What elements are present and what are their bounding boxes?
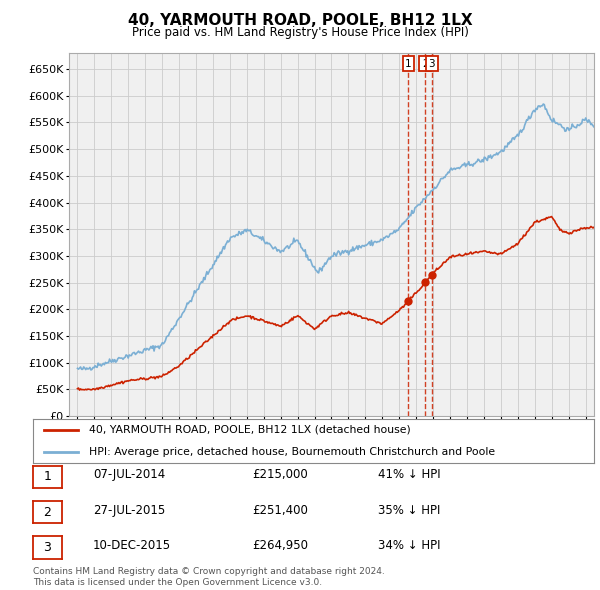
Text: 10-DEC-2015: 10-DEC-2015 <box>93 539 171 552</box>
Text: 27-JUL-2015: 27-JUL-2015 <box>93 504 165 517</box>
Text: HPI: Average price, detached house, Bournemouth Christchurch and Poole: HPI: Average price, detached house, Bour… <box>89 447 495 457</box>
Text: 35% ↓ HPI: 35% ↓ HPI <box>378 504 440 517</box>
Text: 40, YARMOUTH ROAD, POOLE, BH12 1LX (detached house): 40, YARMOUTH ROAD, POOLE, BH12 1LX (deta… <box>89 425 411 435</box>
Text: £215,000: £215,000 <box>252 468 308 481</box>
Text: 1: 1 <box>43 470 52 483</box>
Text: 41% ↓ HPI: 41% ↓ HPI <box>378 468 440 481</box>
Text: 2: 2 <box>422 59 428 69</box>
Text: 3: 3 <box>43 541 52 554</box>
Text: 3: 3 <box>428 59 435 69</box>
Text: 40, YARMOUTH ROAD, POOLE, BH12 1LX: 40, YARMOUTH ROAD, POOLE, BH12 1LX <box>128 13 472 28</box>
Text: 34% ↓ HPI: 34% ↓ HPI <box>378 539 440 552</box>
Text: 1: 1 <box>405 59 412 69</box>
Text: 2: 2 <box>43 506 52 519</box>
Text: Price paid vs. HM Land Registry's House Price Index (HPI): Price paid vs. HM Land Registry's House … <box>131 26 469 39</box>
Text: £264,950: £264,950 <box>252 539 308 552</box>
Text: Contains HM Land Registry data © Crown copyright and database right 2024.: Contains HM Land Registry data © Crown c… <box>33 566 385 576</box>
Text: 07-JUL-2014: 07-JUL-2014 <box>93 468 165 481</box>
Text: This data is licensed under the Open Government Licence v3.0.: This data is licensed under the Open Gov… <box>33 578 322 588</box>
Text: £251,400: £251,400 <box>252 504 308 517</box>
